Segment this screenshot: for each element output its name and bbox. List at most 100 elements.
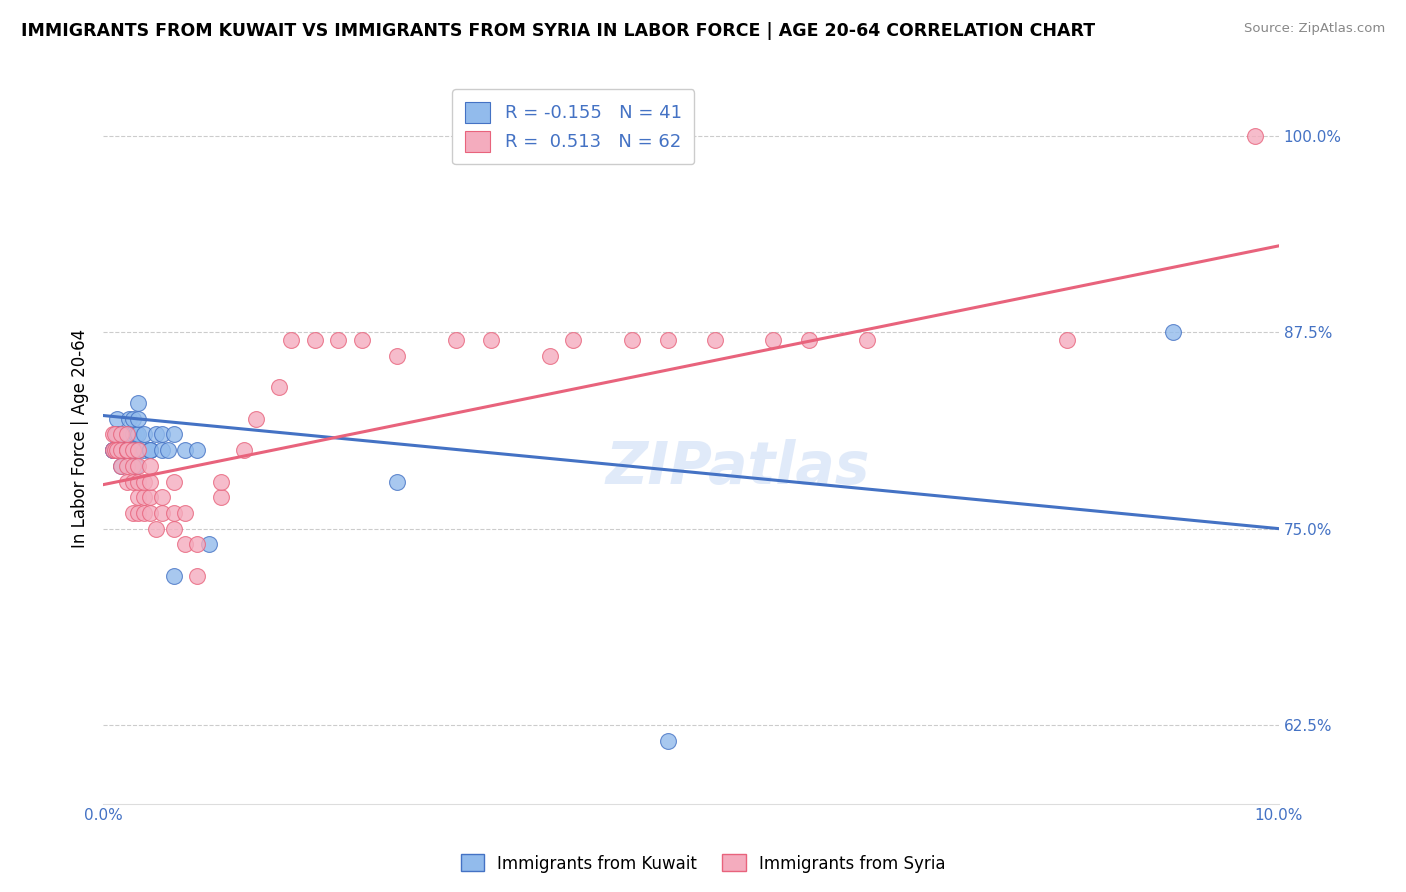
Point [797, 333, 820, 347]
Point [134, 475, 156, 489]
Point [104, 427, 127, 442]
Point [127, 475, 149, 489]
Point [127, 443, 149, 458]
Point [112, 443, 135, 458]
Point [127, 443, 149, 458]
Point [703, 333, 725, 347]
Point [110, 443, 132, 458]
Point [280, 333, 302, 347]
Point [150, 490, 173, 504]
Point [174, 537, 197, 551]
Point [657, 733, 679, 747]
Point [104, 443, 127, 458]
Text: ZIPatlas: ZIPatlas [606, 439, 870, 496]
Point [233, 443, 256, 458]
Point [121, 458, 143, 473]
Point [186, 537, 208, 551]
Point [139, 506, 162, 520]
Legend: R = -0.155   N = 41, R =  0.513   N = 62: R = -0.155 N = 41, R = 0.513 N = 62 [453, 89, 695, 164]
Point [762, 333, 785, 347]
Point [139, 443, 162, 458]
Point [163, 568, 186, 582]
Point [479, 333, 502, 347]
Point [127, 458, 149, 473]
Point [198, 537, 221, 551]
Point [118, 427, 141, 442]
Point [105, 427, 128, 442]
Point [110, 458, 132, 473]
Point [115, 427, 138, 442]
Point [163, 427, 186, 442]
Point [127, 490, 149, 504]
Point [163, 522, 186, 536]
Point [101, 443, 124, 458]
Point [139, 490, 162, 504]
Point [105, 411, 128, 425]
Point [134, 427, 156, 442]
Point [174, 443, 197, 458]
Point [101, 443, 124, 458]
Point [562, 333, 585, 347]
Point [127, 506, 149, 520]
Point [101, 427, 124, 442]
Point [115, 443, 138, 458]
Point [127, 396, 149, 410]
Point [621, 333, 644, 347]
Point [110, 427, 132, 442]
Point [134, 490, 156, 504]
Point [328, 333, 350, 347]
Point [186, 443, 208, 458]
Point [385, 475, 408, 489]
Point [125, 443, 148, 458]
Point [121, 443, 143, 458]
Point [110, 443, 132, 458]
Point [150, 506, 173, 520]
Y-axis label: In Labor Force | Age 20-64: In Labor Force | Age 20-64 [72, 329, 89, 548]
Point [115, 458, 138, 473]
Point [145, 427, 167, 442]
Point [150, 443, 173, 458]
Point [139, 458, 162, 473]
Point [101, 443, 124, 458]
Point [112, 443, 135, 458]
Point [156, 443, 179, 458]
Point [134, 443, 156, 458]
Point [121, 506, 143, 520]
Point [115, 443, 138, 458]
Point [145, 522, 167, 536]
Point [139, 443, 162, 458]
Point [1161, 325, 1184, 339]
Point [118, 411, 141, 425]
Point [444, 333, 467, 347]
Point [856, 333, 879, 347]
Point [174, 506, 197, 520]
Point [150, 427, 173, 442]
Point [269, 380, 291, 394]
Point [139, 443, 162, 458]
Point [121, 443, 143, 458]
Point [186, 568, 208, 582]
Point [121, 475, 143, 489]
Point [245, 411, 267, 425]
Point [115, 443, 138, 458]
Legend: Immigrants from Kuwait, Immigrants from Syria: Immigrants from Kuwait, Immigrants from … [454, 847, 952, 880]
Point [110, 427, 132, 442]
Point [127, 443, 149, 458]
Point [1244, 128, 1267, 143]
Text: Source: ZipAtlas.com: Source: ZipAtlas.com [1244, 22, 1385, 36]
Point [121, 427, 143, 442]
Point [121, 411, 143, 425]
Point [110, 458, 132, 473]
Point [538, 349, 561, 363]
Point [105, 443, 128, 458]
Point [101, 443, 124, 458]
Point [209, 490, 232, 504]
Point [1056, 333, 1078, 347]
Point [163, 475, 186, 489]
Point [385, 349, 408, 363]
Point [304, 333, 326, 347]
Point [657, 333, 679, 347]
Point [118, 443, 141, 458]
Point [125, 427, 148, 442]
Point [139, 475, 162, 489]
